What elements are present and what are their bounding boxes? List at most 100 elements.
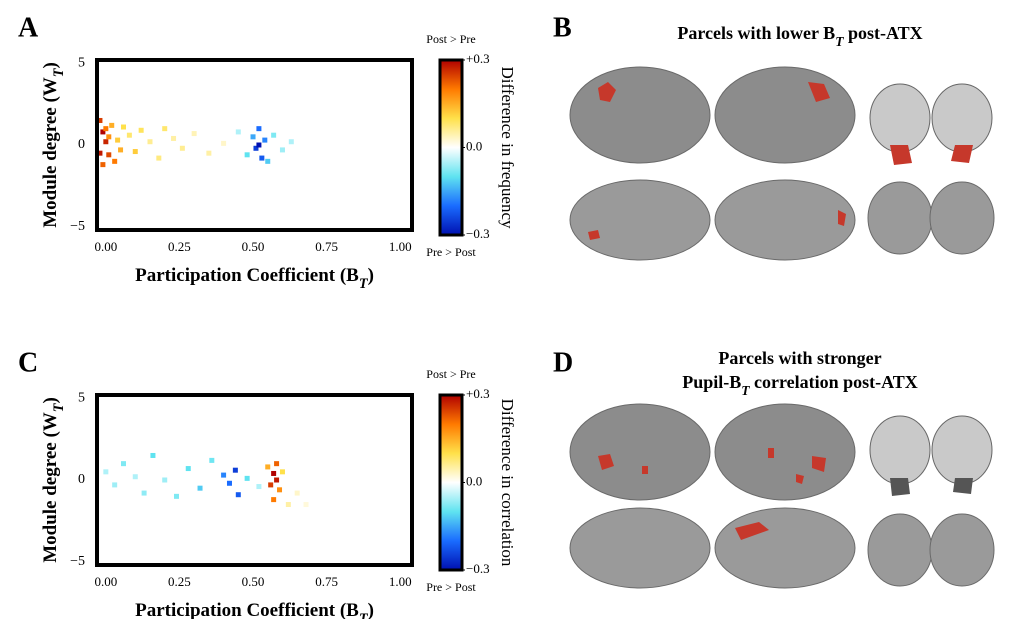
heat-cell [253, 145, 259, 151]
heat-cell [235, 129, 241, 135]
x-tick-label: 0.75 [315, 239, 338, 254]
panel-title-part: Pupil-B [682, 372, 741, 392]
y-axis-label: Module degree (WT) [40, 397, 67, 563]
heat-cell [118, 147, 124, 153]
y-axis-label-part: ) [40, 397, 61, 403]
heat-cell [271, 132, 277, 138]
y-tick-label: 5 [78, 390, 85, 405]
heat-cell [197, 485, 203, 491]
plot-frame [95, 393, 414, 567]
heat-cell [206, 150, 212, 156]
heatmap-panel: A 0.00 0.25 0.50 0.75 1.00 5 0 −5 Participation C… [18, 12, 517, 292]
x-axis-label-part: T [359, 276, 369, 292]
heat-cell [173, 493, 179, 499]
heat-cell [106, 134, 112, 140]
y-tick-label: 5 [78, 55, 85, 70]
panel-title: Pupil-BT correlation post-ATX [682, 372, 918, 397]
heat-cell [279, 147, 285, 153]
panel-title-part: T [741, 383, 750, 398]
heat-cell [285, 502, 291, 508]
colorbar-tick-label: 0.0 [466, 138, 482, 153]
colorbar-top-note: Post > Pre [426, 32, 475, 46]
heat-cell [132, 149, 138, 155]
heat-cell [138, 127, 144, 133]
heat-cell [115, 137, 121, 143]
x-tick-label: 0.00 [94, 574, 117, 589]
heat-cell [103, 139, 109, 145]
panel-title: Parcels with stronger [718, 348, 881, 368]
colorbar-tick-label: 0.0 [466, 473, 482, 488]
colorbar [438, 393, 464, 572]
y-axis-label-part: Module degree (W [40, 412, 61, 563]
colorbar-tick-label: −0.3 [466, 226, 490, 241]
panel-label: B [553, 12, 572, 43]
colorbar-bottom-note: Pre > Post [426, 580, 476, 594]
heat-cell [185, 466, 191, 472]
y-axis-label-part: ) [40, 62, 61, 68]
panel-title-part: post-ATX [843, 23, 922, 43]
heat-cell [265, 464, 271, 470]
heat-cell [132, 474, 138, 480]
x-tick-label: 1.00 [389, 574, 412, 589]
heat-cell [106, 152, 112, 158]
heat-cell [262, 137, 268, 143]
y-axis-label: Module degree (WT) [40, 62, 67, 228]
heat-cell [271, 470, 277, 476]
x-tick-label: 1.00 [389, 239, 412, 254]
heat-cell [221, 472, 227, 478]
colorbar-tick-label: −0.3 [466, 561, 490, 576]
heat-cell [103, 126, 109, 132]
colorbar-label: Difference in correlation [498, 399, 517, 567]
heat-cell [162, 126, 168, 132]
y-tick-label: 0 [78, 137, 85, 152]
y-tick-label: −5 [70, 219, 85, 234]
heat-cell [232, 467, 238, 473]
x-axis-label-part: Participation Coefficient (B [135, 265, 359, 286]
heat-cell [265, 158, 271, 164]
x-axis-label-part: Participation Coefficient (B [135, 600, 359, 619]
x-tick-label: 0.50 [242, 574, 265, 589]
heat-cell [303, 502, 309, 508]
heat-cell [141, 490, 147, 496]
x-axis-label: Participation Coefficient (BT) [135, 600, 374, 619]
y-tick-label: 0 [78, 472, 85, 487]
heat-cell [256, 142, 262, 148]
heat-cell [103, 469, 109, 475]
x-tick-label: 0.25 [168, 239, 191, 254]
heat-cell [271, 497, 277, 503]
colorbar-label: Difference in frequency [498, 66, 517, 229]
panel-label: D [553, 347, 573, 378]
heat-cell [120, 461, 126, 467]
heat-cell [209, 457, 215, 463]
heat-cell [256, 484, 262, 490]
panel-title-part: Parcels with lower B [677, 23, 835, 43]
colorbar-bottom-note: Pre > Post [426, 245, 476, 259]
colorbar [438, 58, 464, 237]
colorbar-tick-label: +0.3 [466, 386, 490, 401]
heat-cell [120, 124, 126, 130]
heat-cell [288, 139, 294, 145]
panel-title-part: T [835, 34, 844, 49]
y-axis-label-part: T [51, 402, 67, 412]
heat-cell [109, 122, 115, 128]
heat-cell [250, 134, 256, 140]
x-tick-label: 0.75 [315, 574, 338, 589]
panel-title-part: Parcels with stronger [718, 348, 881, 368]
heat-cell [226, 480, 232, 486]
heat-cell [256, 126, 262, 132]
heat-cell [100, 162, 106, 168]
heat-cell [97, 117, 103, 123]
heat-cell [244, 475, 250, 481]
heat-cell [259, 155, 265, 161]
heat-cell [274, 461, 280, 467]
panel-label: C [18, 347, 38, 378]
heat-cell [235, 492, 241, 498]
heat-cell [126, 132, 132, 138]
heat-cell [171, 135, 177, 141]
heat-cell [294, 490, 300, 496]
heat-cell [221, 140, 227, 146]
heat-cell [150, 452, 156, 458]
x-tick-label: 0.50 [242, 239, 265, 254]
brain-images-d [569, 403, 995, 589]
